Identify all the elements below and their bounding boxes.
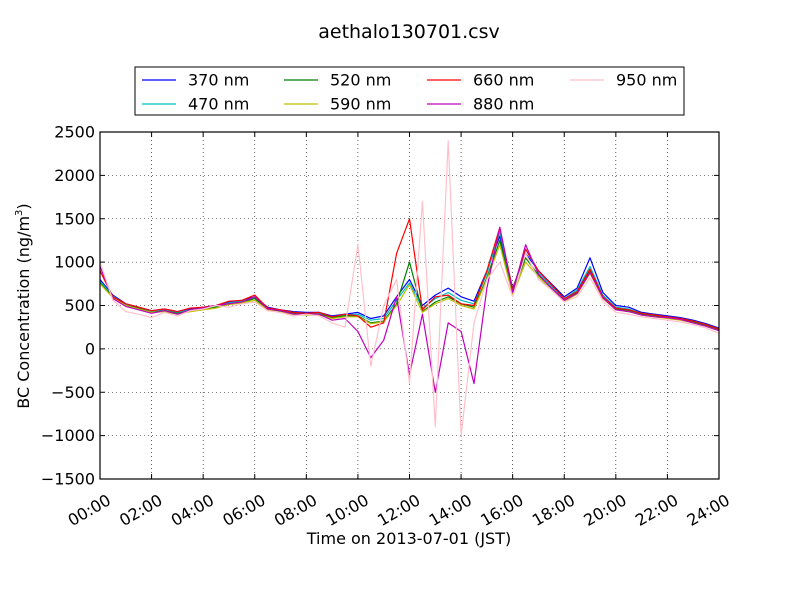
- legend-label: 590 nm: [330, 95, 391, 114]
- y-tick-label: −1000: [41, 426, 95, 445]
- chart-title: aethalo130701.csv: [318, 21, 500, 43]
- x-tick-label: 16:00: [477, 490, 526, 530]
- x-tick-label: 04:00: [168, 490, 217, 530]
- y-tick-label: 2000: [54, 166, 95, 185]
- x-tick-label: 18:00: [529, 490, 578, 530]
- y-tick-label: −500: [51, 383, 95, 402]
- x-tick-label: 12:00: [374, 490, 423, 530]
- y-tick-label: 500: [64, 296, 95, 315]
- x-tick-label: 06:00: [219, 490, 268, 530]
- series-line: [99, 244, 720, 332]
- x-tick-label: 22:00: [632, 490, 681, 530]
- y-tick-label: 1500: [54, 209, 95, 228]
- x-tick-label: 02:00: [116, 490, 165, 530]
- y-tick-label: −1500: [41, 470, 95, 489]
- legend-box: [134, 66, 685, 116]
- y-tick-labels: 2500 2000 1500 1000 500 0 −500 −1000 −1500: [41, 123, 95, 489]
- y-axis-label-main: BC Concentration (ng/m: [14, 216, 33, 409]
- series-line: [99, 140, 720, 437]
- y-axis-label: BC Concentration (ng/m3): [14, 203, 33, 408]
- legend-items: 370 nm 470 nm 520 nm 590 nm 660 nm 880 nm 950 …: [142, 71, 677, 114]
- y-axis-label-close: ): [14, 203, 33, 209]
- legend-label: 880 nm: [473, 95, 534, 114]
- legend: 370 nm 470 nm 520 nm 590 nm 660 nm 880 nm 950 …: [134, 66, 685, 116]
- series-line: [99, 226, 720, 393]
- x-tick-label: 14:00: [426, 490, 475, 530]
- y-tick-label: 2500: [54, 123, 95, 142]
- y-axis-label-superscript: 3: [14, 210, 25, 216]
- legend-label: 950 nm: [616, 71, 677, 90]
- series-line: [99, 218, 720, 330]
- legend-label: 470 nm: [188, 95, 249, 114]
- x-tick-label: 24:00: [684, 490, 733, 530]
- legend-label: 370 nm: [188, 71, 249, 90]
- x-tick-label: 08:00: [271, 490, 320, 530]
- x-tick-label: 20:00: [580, 490, 629, 530]
- x-tick-label: 00:00: [65, 490, 114, 530]
- grid: [100, 132, 719, 479]
- series-layer: [99, 140, 720, 437]
- legend-label: 520 nm: [330, 71, 391, 90]
- legend-label: 660 nm: [473, 71, 534, 90]
- y-tick-label: 0: [85, 339, 95, 358]
- y-tick-label: 1000: [54, 253, 95, 272]
- plot-area: [99, 131, 720, 480]
- ticks: [99, 131, 720, 480]
- x-axis-label: Time on 2013-07-01 (JST): [306, 529, 511, 548]
- x-tick-label: 10:00: [322, 490, 371, 530]
- x-tick-labels: 00:00 02:00 04:00 06:00 08:00 10:00 12:00 14:00…: [65, 490, 733, 530]
